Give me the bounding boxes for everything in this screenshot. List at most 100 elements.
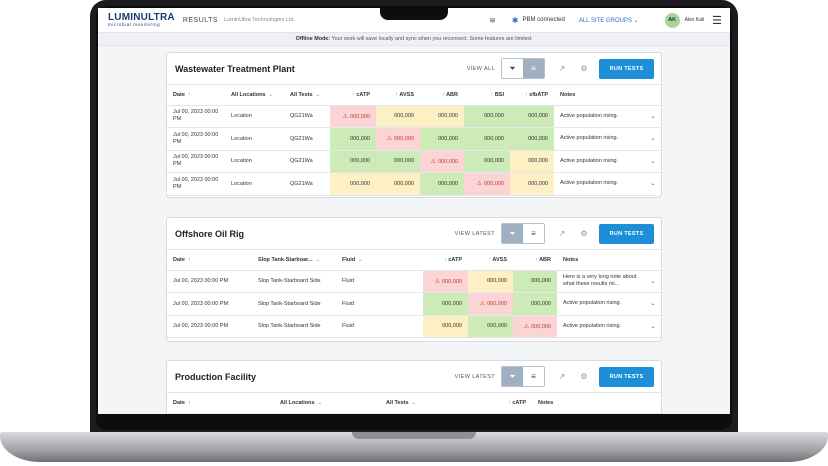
table-row[interactable]: Jul 00, 2023 00:00 PM Location QG21Wa 000,0… xyxy=(167,172,661,196)
table-row[interactable]: Jul 00, 2023 00:00 PM Slop Tank-Starboard… xyxy=(167,270,661,293)
column-header[interactable]: ↑ ABR xyxy=(513,250,557,271)
column-header[interactable]: Fluid ⌄ xyxy=(336,250,423,271)
filter-icon[interactable]: ⏷ xyxy=(502,367,523,386)
value-text: 000,000 xyxy=(438,135,458,142)
list-view-icon[interactable]: ≡ xyxy=(523,59,544,78)
value-cell[interactable]: ⚠ 000,000 xyxy=(464,172,510,196)
view-latest-link[interactable]: VIEW LATEST xyxy=(454,230,495,237)
date-cell: Jul 00, 2023 00:00 PM xyxy=(167,127,225,151)
value-cell[interactable]: 000,000 xyxy=(464,150,510,173)
value-cell[interactable]: ⚠ 000,000 xyxy=(423,270,468,293)
column-header[interactable]: All Tests ⌄ xyxy=(380,393,488,414)
filter-icon[interactable]: ⏷ xyxy=(502,59,523,78)
value-text: 000,000 xyxy=(528,180,548,187)
value-cell[interactable]: 000,000 xyxy=(420,172,464,196)
column-header[interactable]: All Tests ⌄ xyxy=(284,85,330,106)
value-cell[interactable]: 000,000 xyxy=(468,315,513,338)
value-text: 000,000 xyxy=(484,181,504,188)
table-row[interactable]: Jul 00, 2023 00:00 PM Slop Tank-Starboard… xyxy=(167,315,661,338)
value-cell[interactable]: 000,000 xyxy=(510,127,554,151)
column-header[interactable]: ↑ cATP xyxy=(423,250,468,271)
table-row[interactable]: Jul 00, 2023 00:00 PM Location QG21Wa 000,0… xyxy=(167,127,661,151)
chevron-down-icon[interactable]: ⌄ xyxy=(643,172,661,196)
date-cell: Jul 00, 2023 00:00 PM xyxy=(167,270,252,293)
value-cell[interactable]: 000,000 xyxy=(510,150,554,173)
value-cell[interactable]: ⚠ 000,000 xyxy=(330,105,376,128)
view-all-link[interactable]: VIEW ALL xyxy=(466,65,495,72)
run-tests-button[interactable]: RUN TESTS xyxy=(599,58,654,79)
value-cell[interactable]: ⚠ 000,000 xyxy=(513,315,557,338)
value-cell[interactable]: 000,000 xyxy=(513,292,557,316)
column-header[interactable]: ↑ AVSS xyxy=(376,85,420,106)
value-cell[interactable]: 000,000 xyxy=(420,105,464,128)
location-cell: Location xyxy=(225,172,284,196)
chevron-down-icon[interactable]: ⌄ xyxy=(643,105,661,128)
value-cell[interactable]: 000,000 xyxy=(376,150,420,173)
column-header[interactable]: Date ↑ xyxy=(167,250,252,271)
gear-icon[interactable]: ⚙ xyxy=(580,64,588,73)
value-text: 000,000 xyxy=(484,135,504,142)
filter-icon[interactable]: ⏷ xyxy=(502,224,523,243)
date-cell: Jul 00, 2023 00:00 PM xyxy=(167,150,225,173)
value-cell[interactable]: 000,000 xyxy=(376,172,420,196)
value-cell[interactable]: 000,000 xyxy=(510,172,554,196)
value-cell[interactable]: 000,000 xyxy=(513,270,557,293)
chevron-down-icon[interactable]: ⌄ xyxy=(643,150,661,173)
gear-icon[interactable]: ⚙ xyxy=(580,372,588,381)
value-cell[interactable]: 000,000 xyxy=(376,105,420,128)
test-cell: QG21Wa xyxy=(284,150,330,173)
table-row[interactable]: Jul 00, 2023 00:00 PM Slop Tank-Starboard… xyxy=(167,292,661,316)
hamburger-menu-icon[interactable]: ☰ xyxy=(712,14,722,27)
panel-title: Production Facility xyxy=(175,371,257,382)
column-header[interactable]: ↑ AVSS xyxy=(468,250,513,271)
chevron-down-icon[interactable]: ⌄ xyxy=(643,292,661,316)
table-row[interactable]: Jul 00, 2023 00:00 PM Location QG21Wa ⚠ 000,… xyxy=(167,105,661,128)
logo[interactable]: LUMINULTRA microbial monitoring xyxy=(108,12,175,28)
column-header[interactable]: ↑ cATP xyxy=(488,393,532,414)
chevron-down-icon[interactable]: ⌄ xyxy=(643,315,661,338)
run-tests-button[interactable]: RUN TESTS xyxy=(599,366,654,387)
trend-chart-icon[interactable]: ↗ xyxy=(558,372,566,381)
value-cell[interactable]: 000,000 xyxy=(464,105,510,128)
value-text: 000,000 xyxy=(442,278,462,285)
avatar[interactable]: AK xyxy=(664,12,680,28)
value-cell[interactable]: ⚠ 000,000 xyxy=(468,292,513,316)
value-cell[interactable]: ⚠ 000,000 xyxy=(420,150,464,173)
value-cell[interactable]: 000,000 xyxy=(330,127,376,151)
list-view-icon[interactable]: ≡ xyxy=(523,224,544,243)
value-cell[interactable]: 000,000 xyxy=(420,127,464,151)
wifi-off-icon: ≋ xyxy=(489,15,496,25)
chevron-down-icon[interactable]: ⌄ xyxy=(643,127,661,151)
column-header[interactable]: ↑ cATP xyxy=(330,85,376,106)
column-header[interactable]: ↑ ABR xyxy=(420,85,464,106)
value-cell[interactable]: 000,000 xyxy=(468,270,513,293)
value-cell[interactable]: 000,000 xyxy=(423,292,468,316)
value-cell[interactable]: 000,000 xyxy=(423,315,468,338)
column-header[interactable]: Slop Tank-Starboar... ⌄ xyxy=(252,250,336,271)
column-header[interactable]: Date ↑ xyxy=(167,85,225,106)
location-cell: Slop Tank-Starboard Side xyxy=(252,292,336,316)
value-cell[interactable]: 000,000 xyxy=(330,172,376,196)
column-header[interactable]: All Locations ⌄ xyxy=(274,393,380,414)
value-cell[interactable]: 000,000 xyxy=(510,105,554,128)
value-cell[interactable]: 000,000 xyxy=(330,150,376,173)
chevron-down-icon[interactable]: ⌄ xyxy=(643,270,661,293)
run-tests-button[interactable]: RUN TESTS xyxy=(599,223,654,244)
gear-icon[interactable]: ⚙ xyxy=(580,229,588,238)
list-view-icon[interactable]: ≡ xyxy=(523,367,544,386)
value-text: 000,000 xyxy=(484,113,504,120)
column-header[interactable]: ↑ sfbATP xyxy=(510,85,554,106)
user-name: Alex Kali xyxy=(684,17,705,23)
trend-chart-icon[interactable]: ↗ xyxy=(558,64,566,73)
table-row[interactable]: Jul 00, 2023 00:00 PM Location QG21Wa 000,0… xyxy=(167,150,661,173)
view-latest-link[interactable]: VIEW LATEST xyxy=(454,373,495,380)
column-header[interactable]: Date ↑ xyxy=(167,393,274,414)
column-header[interactable]: All Locations ⌄ xyxy=(225,85,284,106)
trend-chart-icon[interactable]: ↗ xyxy=(558,229,566,238)
value-cell[interactable]: ⚠ 000,000 xyxy=(376,127,420,151)
view-toggle: ⏷ ≡ xyxy=(501,223,545,244)
site-groups-dropdown[interactable]: ALL SITE GROUPS ⌄ xyxy=(579,17,639,24)
sort-arrow-icon: ↑ xyxy=(488,256,492,263)
column-header[interactable]: ↑ BSI xyxy=(464,85,510,106)
value-cell[interactable]: 000,000 xyxy=(464,127,510,151)
